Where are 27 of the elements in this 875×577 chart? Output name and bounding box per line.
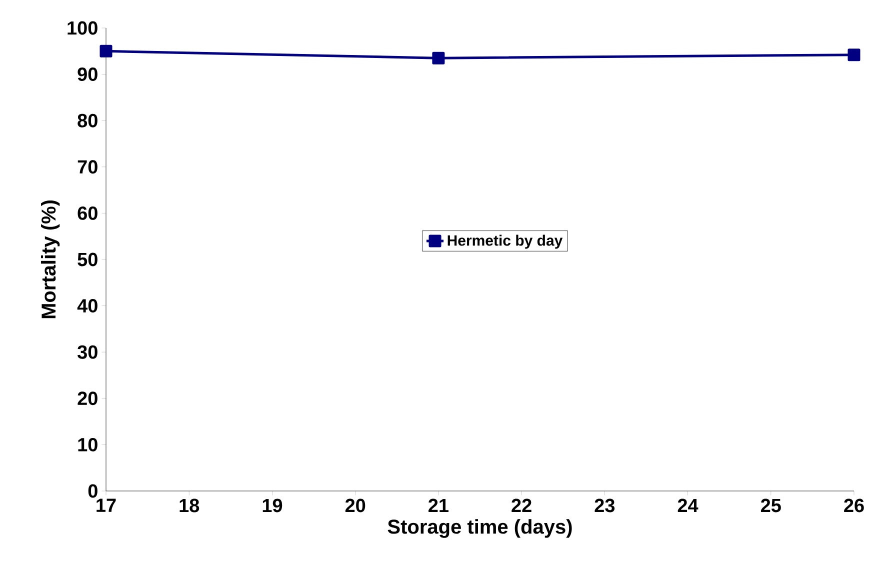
y-axis-title: Mortality (%) [41,200,60,318]
x-tick-label: 26 [844,498,864,512]
x-tick-label: 18 [180,498,200,512]
point [848,48,860,62]
point [432,52,445,64]
x-tick-label: 21 [428,498,448,512]
y-tick-label: 0 [88,484,98,498]
y-tick-label: 80 [78,114,98,128]
x-tick-label: 25 [760,498,781,512]
y-tick-label: 50 [78,252,98,266]
x-axis-title: Storage time (days) [388,519,572,538]
legend-label: Hermetic by day [448,234,563,249]
x-tick-label: 20 [345,498,366,512]
x-tick-label: 23 [594,498,615,512]
y-tick-label: 100 [68,21,98,35]
y-tick-label: 40 [77,299,98,313]
x-tick-label: 19 [262,498,282,512]
y-tick-label: 30 [78,345,98,359]
y-tick-label: 90 [78,68,98,82]
y-tick-label: 60 [78,206,98,220]
x-tick-label: 17 [96,498,116,512]
x-tick-label: 24 [678,498,698,512]
x-tick-label: 22 [512,498,532,512]
point [100,44,112,58]
y-tick-label: 10 [78,438,98,452]
y-tick-label: 70 [78,160,98,174]
y-tick-label: 20 [78,392,98,406]
